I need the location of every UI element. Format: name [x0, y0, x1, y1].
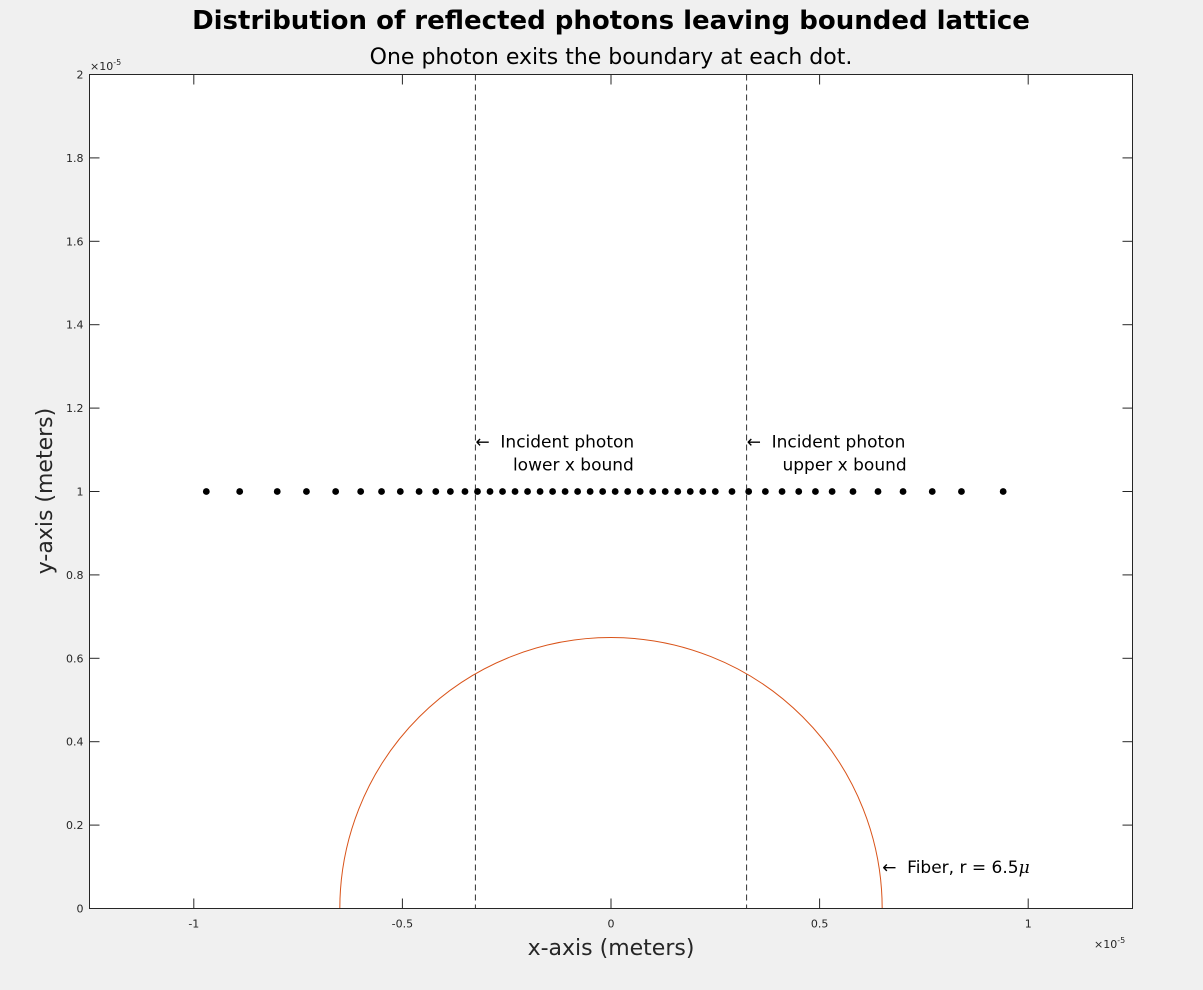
data-point [795, 488, 803, 495]
data-point [958, 488, 965, 495]
x-tick-label: 0 [608, 918, 615, 931]
data-point [536, 488, 544, 495]
data-point [649, 488, 657, 495]
data-point [486, 488, 494, 495]
data-point [586, 488, 594, 495]
x-tick-label: 0.5 [811, 918, 829, 931]
plot-clipped-group [202, 74, 1007, 909]
data-point [778, 488, 786, 495]
y-tick-label: 1.6 [66, 235, 84, 248]
y-tick-label: 1.4 [66, 319, 84, 332]
data-point [378, 488, 385, 495]
data-point [236, 488, 244, 495]
data-point [874, 488, 882, 495]
data-point [899, 488, 907, 495]
x-tick-label: 1 [1025, 918, 1032, 931]
chart-title: Distribution of reflected photons leavin… [192, 6, 1030, 36]
annotation-1: ← Incident photon upper x bound [747, 432, 907, 475]
x-axis-label: x-axis (meters) [528, 936, 695, 961]
annotation-2: ← Fiber, r = 6.5μ [882, 858, 1029, 878]
data-point [849, 488, 857, 495]
data-point [549, 488, 556, 495]
data-point [611, 488, 619, 495]
y-tick-label: 2 [77, 69, 84, 82]
data-point [524, 488, 531, 495]
y-tick-label: 0.8 [66, 569, 84, 582]
data-point [686, 488, 694, 495]
y-tick-label: 1.8 [66, 152, 84, 165]
data-point [474, 488, 481, 495]
axis-ticks: -1 -0.5 0 0.5 1 0 0.2 0.4 0.6 0.8 1 1.2 1.4 1.6 1.8 2 [66, 69, 1133, 931]
data-point [828, 488, 836, 495]
x-tick-label: -1 [188, 918, 199, 931]
data-point [599, 488, 607, 495]
data-point [432, 488, 440, 495]
data-point [415, 488, 423, 495]
y-tick-label: 0.4 [66, 736, 84, 749]
y-tick-label: 1 [77, 486, 84, 499]
data-point [303, 488, 310, 495]
data-point [499, 488, 506, 495]
plot-content: ← Incident photon lower x bound ← Incident p… [202, 74, 1030, 909]
data-point [711, 488, 719, 495]
y-tick-label: 1.2 [66, 402, 84, 415]
data-point [728, 488, 736, 495]
x-tick-label: -0.5 [392, 918, 413, 931]
data-point [396, 488, 404, 495]
data-point [624, 488, 632, 495]
data-point [761, 488, 769, 495]
y-tick-label: 0 [77, 903, 84, 916]
chart-subtitle: One photon exits the boundary at each do… [370, 45, 853, 70]
data-point [745, 488, 753, 495]
data-point [661, 488, 669, 495]
data-point [446, 488, 454, 495]
y-tick-label: 0.2 [66, 819, 84, 832]
fiber-circle [339, 637, 883, 909]
plot-area [89, 74, 1133, 909]
y-scale-label: ×10-5 [90, 58, 121, 73]
data-point [699, 488, 707, 495]
data-point [511, 488, 519, 495]
data-point [636, 488, 644, 495]
y-tick-label: 0.6 [66, 652, 84, 665]
data-point [273, 488, 281, 495]
data-point [332, 488, 340, 495]
data-point [357, 488, 365, 495]
data-point [674, 488, 682, 495]
x-scale-label: ×10-5 [1094, 936, 1125, 951]
data-point [928, 488, 936, 495]
data-point [812, 488, 819, 495]
data-point [561, 488, 569, 495]
data-point [202, 488, 210, 495]
y-axis-label: y-axis (meters) [33, 408, 58, 574]
data-point [999, 488, 1007, 495]
annotation-0: ← Incident photon lower x bound [475, 432, 634, 475]
data-point [461, 488, 469, 495]
data-point [574, 488, 582, 495]
